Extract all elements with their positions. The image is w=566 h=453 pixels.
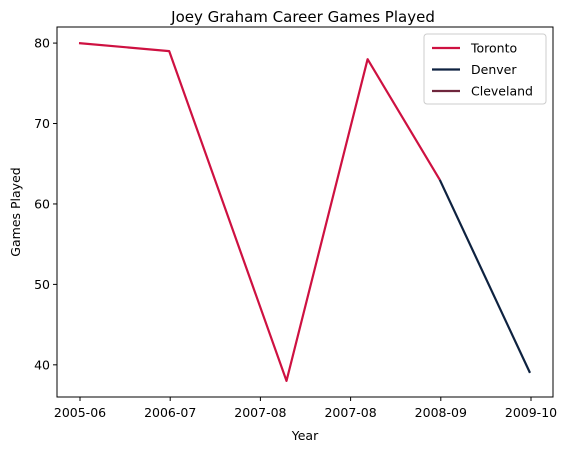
x-tick-label: 2005-06 (54, 405, 106, 420)
y-tick-label: 60 (34, 196, 50, 211)
chart-title: Joey Graham Career Games Played (170, 8, 435, 26)
legend-box (423, 33, 547, 105)
legend: Toronto Denver Cleveland (423, 33, 547, 105)
plot-lines (78, 42, 531, 382)
x-tick-label: 2009-10 (505, 405, 557, 420)
x-tick-label: 2006-07 (144, 405, 196, 420)
x-axis: 2005-06 2006-07 2007-08 2007-08 2008-09 2009-… (54, 397, 557, 420)
x-tick-label: 2007-08 (234, 405, 286, 420)
legend-label-toronto: Toronto (470, 41, 517, 56)
x-tick-label: 2007-08 (324, 405, 376, 420)
legend-label-denver: Denver (471, 62, 517, 77)
x-tick-label: 2008-09 (415, 405, 467, 420)
y-tick-label: 80 (34, 36, 50, 51)
y-tick-label: 40 (34, 357, 50, 372)
plot-frame (56, 26, 554, 398)
series-line-denver (438, 179, 531, 374)
y-axis: 40 50 60 70 80 (34, 36, 57, 372)
y-tick-label: 50 (34, 277, 50, 292)
series-line-toronto (78, 42, 441, 382)
y-tick-label: 70 (34, 116, 50, 131)
legend-label-cleveland: Cleveland (471, 84, 533, 99)
y-axis-label: Games Played (8, 167, 23, 256)
x-axis-label: Year (291, 428, 319, 443)
